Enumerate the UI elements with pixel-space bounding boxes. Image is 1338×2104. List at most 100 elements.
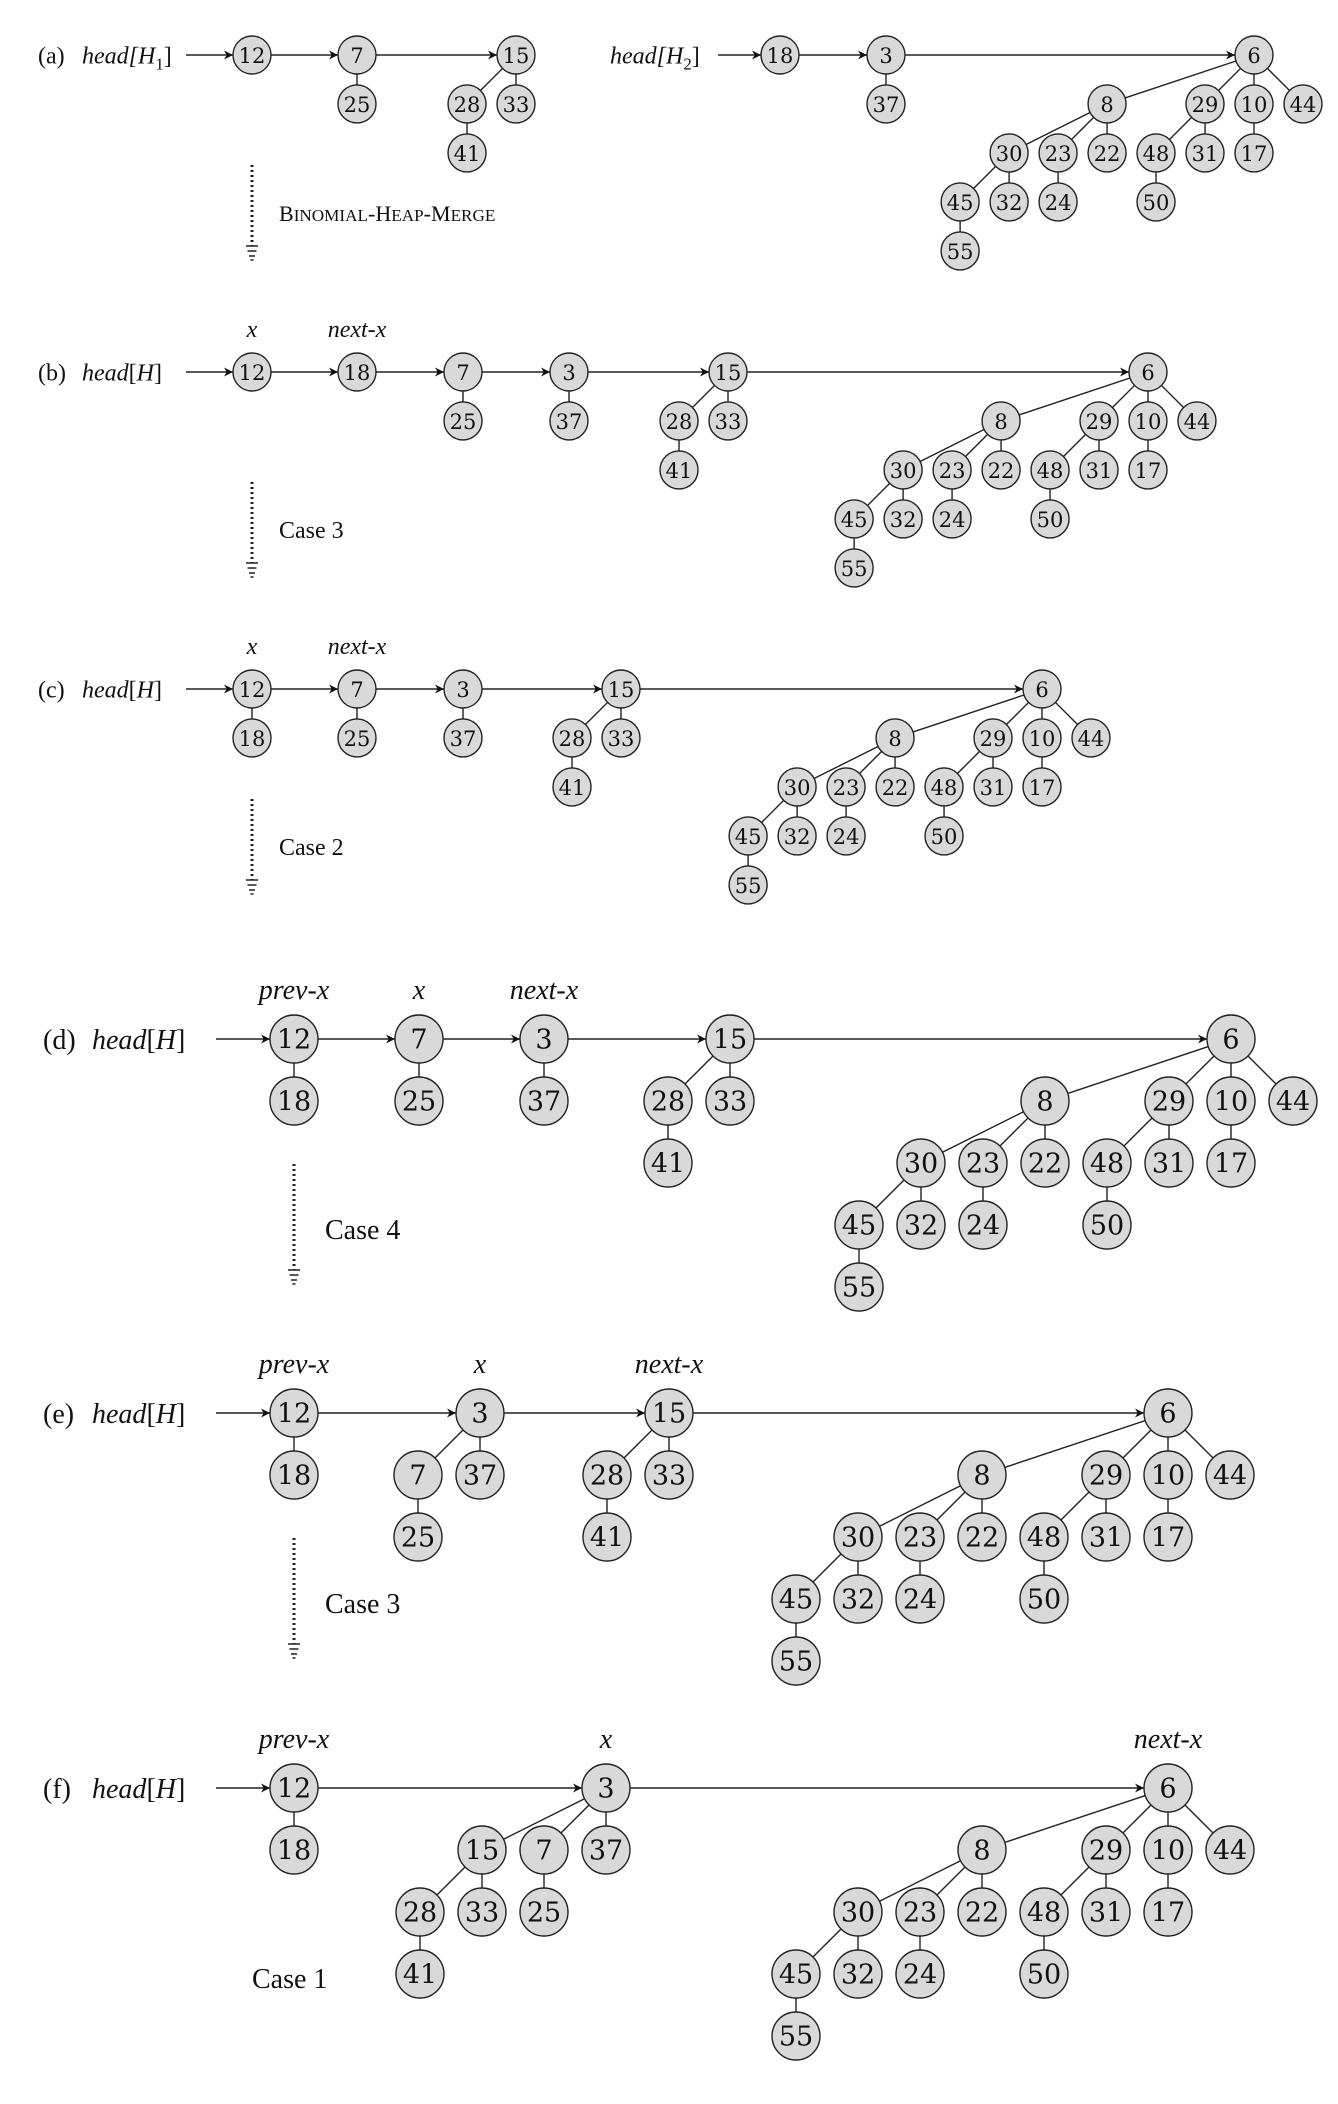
- tree-edge: [942, 1111, 1024, 1153]
- head-pointer-label: head[H2]: [610, 43, 700, 73]
- svg-text:48: 48: [1143, 142, 1170, 166]
- svg-text:37: 37: [450, 727, 477, 751]
- svg-text:41: 41: [559, 776, 586, 800]
- transition-arrowhead: [246, 562, 258, 578]
- svg-text:32: 32: [996, 191, 1023, 215]
- svg-text:18: 18: [767, 44, 794, 68]
- svg-text:50: 50: [1143, 191, 1170, 215]
- svg-text:8: 8: [994, 410, 1007, 434]
- root-node: 18: [337, 352, 377, 392]
- heap-node: 29: [1185, 84, 1225, 124]
- svg-text:24: 24: [1045, 191, 1072, 215]
- svg-text:10: 10: [1214, 1087, 1248, 1118]
- svg-text:31: 31: [1089, 1523, 1123, 1554]
- svg-text:37: 37: [463, 1461, 497, 1492]
- svg-text:41: 41: [651, 1149, 685, 1180]
- heap-node: 10: [1143, 1825, 1193, 1875]
- svg-text:12: 12: [277, 1025, 311, 1056]
- svg-text:30: 30: [890, 459, 917, 483]
- heap-node: 24: [895, 1949, 945, 1999]
- heap-node: 8: [875, 718, 915, 758]
- tree-edge: [1005, 701, 1030, 726]
- heap-node: 55: [834, 1262, 884, 1312]
- svg-text:29: 29: [1192, 93, 1219, 117]
- svg-text:18: 18: [239, 727, 266, 751]
- heap-node: 7: [393, 1450, 443, 1500]
- svg-text:3: 3: [471, 1399, 488, 1430]
- pointer-label-x: x: [412, 975, 426, 1006]
- tree-edge: [1247, 1055, 1277, 1085]
- root-node: 6: [1128, 352, 1168, 392]
- svg-text:30: 30: [841, 1898, 875, 1929]
- root-node: 12: [232, 352, 272, 392]
- tree-edge: [973, 165, 997, 189]
- step-label: Case 3: [279, 518, 344, 544]
- tree-edge: [1004, 1794, 1146, 1844]
- svg-text:37: 37: [873, 93, 900, 117]
- svg-text:31: 31: [1192, 142, 1219, 166]
- panel-f: (f) head[H] 18 12 41 28 33 15 25 7 37 3 55 45 32 30 24 23…: [43, 1724, 1255, 2061]
- svg-text:22: 22: [965, 1898, 999, 1929]
- svg-text:7: 7: [535, 1836, 552, 1867]
- root-node: 6: [1143, 1763, 1193, 1813]
- tree-edge: [859, 750, 883, 775]
- tree-edge: [434, 1429, 464, 1459]
- heap-node: 45: [771, 1949, 821, 1999]
- heap-node: 7: [519, 1825, 569, 1875]
- heap-node: 48: [1019, 1887, 1069, 1937]
- svg-text:45: 45: [779, 1585, 813, 1616]
- heap-node: 50: [1019, 1949, 1069, 1999]
- svg-text:37: 37: [556, 410, 583, 434]
- transition-arrowhead: [246, 245, 258, 261]
- svg-text:32: 32: [841, 1960, 875, 1991]
- svg-text:23: 23: [939, 459, 966, 483]
- panel-c: (c) head[H] 18 12 25 7 37 3 41 28 33 15 55 45 32 30 24 23…: [38, 634, 1111, 905]
- svg-text:33: 33: [652, 1461, 686, 1492]
- tree-edge: [1124, 60, 1237, 99]
- heap-node: 22: [1087, 133, 1127, 173]
- svg-text:23: 23: [903, 1898, 937, 1929]
- transition-arrowhead: [288, 1643, 300, 1659]
- svg-text:28: 28: [559, 727, 586, 751]
- svg-text:48: 48: [931, 776, 958, 800]
- svg-text:45: 45: [842, 1211, 876, 1242]
- svg-text:22: 22: [882, 776, 909, 800]
- svg-text:30: 30: [904, 1149, 938, 1180]
- heap-node: 44: [1205, 1825, 1255, 1875]
- tree-edge: [812, 1553, 842, 1583]
- svg-text:3: 3: [597, 1774, 614, 1805]
- panel-label: (e): [43, 1399, 74, 1430]
- root-node: 3: [549, 352, 589, 392]
- heap-node: 23: [895, 1512, 945, 1562]
- svg-text:50: 50: [1027, 1960, 1061, 1991]
- heap-node: 8: [1087, 84, 1127, 124]
- tree-edge: [875, 1179, 905, 1209]
- tree-edge: [1018, 377, 1131, 416]
- heap-node: 22: [875, 767, 915, 807]
- step-label: Case 3: [325, 1589, 400, 1620]
- svg-text:29: 29: [1086, 410, 1113, 434]
- svg-text:22: 22: [1094, 142, 1121, 166]
- heap-node: 30: [896, 1138, 946, 1188]
- heap-node: 50: [1019, 1574, 1069, 1624]
- heap-node: 24: [1038, 182, 1078, 222]
- svg-text:17: 17: [1151, 1523, 1185, 1554]
- svg-text:6: 6: [1035, 678, 1048, 702]
- svg-text:24: 24: [939, 508, 966, 532]
- svg-text:18: 18: [344, 361, 371, 385]
- heap-node: 55: [771, 2011, 821, 2061]
- svg-text:18: 18: [277, 1087, 311, 1118]
- tree-edge: [1122, 1804, 1152, 1834]
- heap-node: 30: [777, 767, 817, 807]
- heap-node: 55: [728, 865, 768, 905]
- svg-text:50: 50: [931, 825, 958, 849]
- svg-text:28: 28: [651, 1087, 685, 1118]
- svg-text:8: 8: [1036, 1087, 1053, 1118]
- tree-edge: [479, 67, 504, 92]
- svg-text:41: 41: [454, 142, 481, 166]
- heap-node: 31: [1185, 133, 1225, 173]
- svg-text:15: 15: [715, 361, 742, 385]
- heap-node: 28: [582, 1450, 632, 1500]
- svg-text:44: 44: [1213, 1836, 1247, 1867]
- heap-node: 30: [833, 1512, 883, 1562]
